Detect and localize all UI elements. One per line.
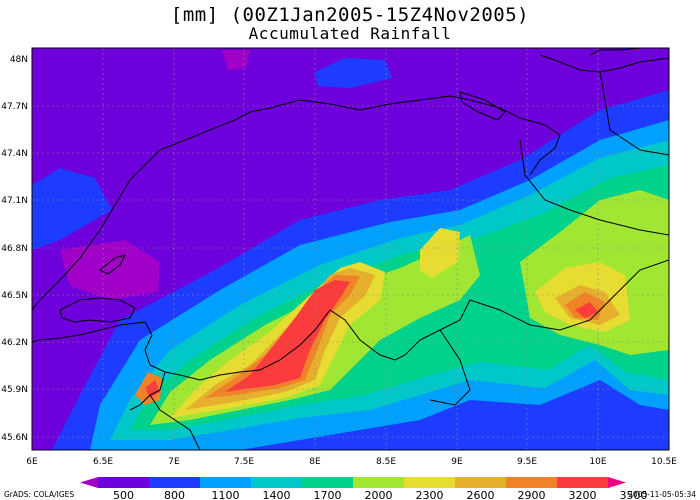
- colorbar-segment: [251, 477, 303, 488]
- colorbar-segment: [557, 477, 609, 488]
- lon-label: 7E: [168, 457, 180, 467]
- chart-title-line2: Accumulated Rainfall: [248, 24, 452, 43]
- colorbar-segment: [80, 477, 98, 488]
- contour-below-500: [60, 240, 160, 300]
- colorbar-label: 2900: [518, 489, 546, 500]
- colorbar-label: 3200: [569, 489, 597, 500]
- lat-label: 47.7N: [1, 102, 28, 112]
- longitude-axis: 6E 6.5E 7E 7.5E 8E 8.5E 9E 9.5E 10E 10.5…: [26, 457, 677, 467]
- contour-800-1100-nw: [32, 168, 112, 250]
- colorbar: [80, 477, 626, 488]
- map-grid: [32, 48, 669, 450]
- colorbar-label: 1100: [212, 489, 240, 500]
- lat-label: 48N: [10, 55, 28, 65]
- lon-label: 7.5E: [234, 457, 254, 467]
- lon-label: 8.5E: [376, 457, 396, 467]
- lon-label: 6E: [26, 457, 38, 467]
- colorbar-label: 2300: [416, 489, 444, 500]
- lon-label: 10.5E: [651, 457, 677, 467]
- colorbar-segment: [149, 477, 201, 488]
- footer-credit: GrADS: COLA/IGES: [4, 490, 74, 499]
- colorbar-label: 800: [164, 489, 185, 500]
- lat-label: 46.5N: [1, 291, 28, 301]
- colorbar-segment: [200, 477, 252, 488]
- lon-label: 9E: [451, 457, 463, 467]
- latitude-axis: 48N 47.7N 47.4N 47.1N 46.8N 46.5N 46.2N …: [1, 55, 28, 443]
- contour-above-3200: [145, 280, 598, 398]
- colorbar-label: 1400: [263, 489, 291, 500]
- colorbar-segment: [353, 477, 405, 488]
- colorbar-label: 2000: [365, 489, 393, 500]
- colorbar-segment: [302, 477, 354, 488]
- colorbar-label: 3500: [620, 489, 648, 500]
- contour-800-1100-north: [315, 58, 392, 88]
- plot-frame: [31, 47, 670, 451]
- chart-title-line1: [mm] (00Z1Jan2005-15Z4Nov2005): [170, 4, 530, 26]
- colorbar-label: 2600: [467, 489, 495, 500]
- colorbar-label: 500: [113, 489, 134, 500]
- lon-label: 6.5E: [93, 457, 113, 467]
- lon-label: 8E: [309, 457, 321, 467]
- footer-timestamp: 2005-11-05-05:34: [628, 490, 696, 499]
- lat-label: 45.6N: [1, 433, 28, 443]
- lat-label: 45.9N: [1, 385, 28, 395]
- colorbar-labels: 500 800 1100 1400 1700 2000 2300 2600 2900 3200 35…: [113, 489, 648, 500]
- colorbar-segment: [506, 477, 558, 488]
- colorbar-segment: [455, 477, 507, 488]
- lat-label: 46.8N: [1, 244, 28, 254]
- lat-label: 47.1N: [1, 196, 28, 206]
- lon-label: 9.5E: [517, 457, 537, 467]
- lon-label: 10E: [589, 457, 606, 467]
- lat-label: 46.2N: [1, 338, 28, 348]
- colorbar-segment: [98, 477, 150, 488]
- country-borders: [32, 48, 669, 450]
- contour-below-500-top: [222, 50, 250, 70]
- colorbar-segment: [608, 477, 626, 488]
- lat-label: 47.4N: [1, 149, 28, 159]
- colorbar-label: 1700: [314, 489, 342, 500]
- colorbar-segment: [404, 477, 456, 488]
- contour-fill-layer: [32, 48, 669, 450]
